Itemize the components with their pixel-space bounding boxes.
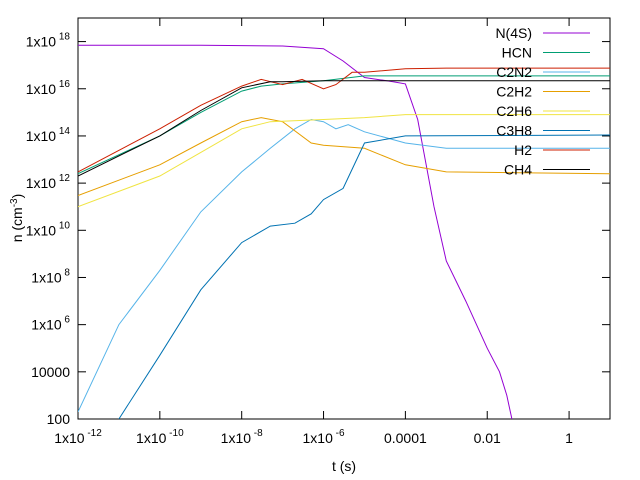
legend-label: HCN bbox=[502, 45, 532, 61]
y-tick-label: 1x10 12 bbox=[26, 173, 71, 191]
y-tick-label: 1x10 14 bbox=[26, 126, 71, 144]
legend-label: CH4 bbox=[504, 162, 532, 178]
series-line-c2h6 bbox=[78, 114, 610, 208]
x-tick-label: 1x10 -8 bbox=[221, 428, 263, 446]
x-axis-label: t (s) bbox=[332, 458, 356, 474]
y-tick-label: 1x10 18 bbox=[26, 32, 71, 50]
legend-label: C3H8 bbox=[496, 123, 532, 139]
series-line-n4s bbox=[78, 44, 513, 419]
series-lines bbox=[78, 44, 610, 419]
plot-frame bbox=[77, 17, 611, 420]
x-axis: 1x10 -12 1x10 -10 1x10 -8 1x10 -6 0.0001 0.01… bbox=[54, 18, 573, 446]
legend-label: C2N2 bbox=[496, 64, 532, 80]
x-tick-label: 0.0001 bbox=[384, 430, 427, 446]
y-tick-label: 1x10 6 bbox=[31, 315, 70, 333]
legend-label: H2 bbox=[514, 142, 532, 158]
y-tick-label: 1x10 10 bbox=[26, 220, 71, 238]
legend-label: N(4S) bbox=[495, 25, 532, 41]
y-tick-label: 100 bbox=[47, 411, 71, 427]
x-tick-label: 1 bbox=[565, 430, 573, 446]
series-line-c2h2 bbox=[78, 117, 610, 196]
legend: N(4S) HCN C2N2 C2H2 C2H6 C3H8 H2 CH4 bbox=[495, 25, 590, 178]
series-line-h2 bbox=[78, 67, 610, 173]
series-line-hcn bbox=[78, 75, 610, 175]
series-line-c3h8 bbox=[118, 134, 610, 419]
x-tick-label: 1x10 -10 bbox=[136, 428, 184, 446]
y-tick-label: 1x10 16 bbox=[26, 79, 71, 97]
y-axis-label: n (cm-3) bbox=[9, 194, 26, 243]
x-tick-label: 1x10 -12 bbox=[54, 428, 102, 446]
legend-label: C2H6 bbox=[496, 103, 532, 119]
legend-label: C2H2 bbox=[496, 84, 532, 100]
x-tick-label: 0.01 bbox=[474, 430, 501, 446]
series-line-ch4 bbox=[78, 80, 610, 177]
y-tick-label: 1x10 8 bbox=[31, 267, 70, 285]
y-tick-label: 10000 bbox=[31, 364, 70, 380]
series-line-c2n2 bbox=[78, 118, 610, 413]
y-axis: 100 10000 1x10 6 1x10 8 1x10 10 1x10 12 1x10 1… bbox=[26, 32, 610, 427]
x-tick-label: 1x10 -6 bbox=[303, 428, 345, 446]
